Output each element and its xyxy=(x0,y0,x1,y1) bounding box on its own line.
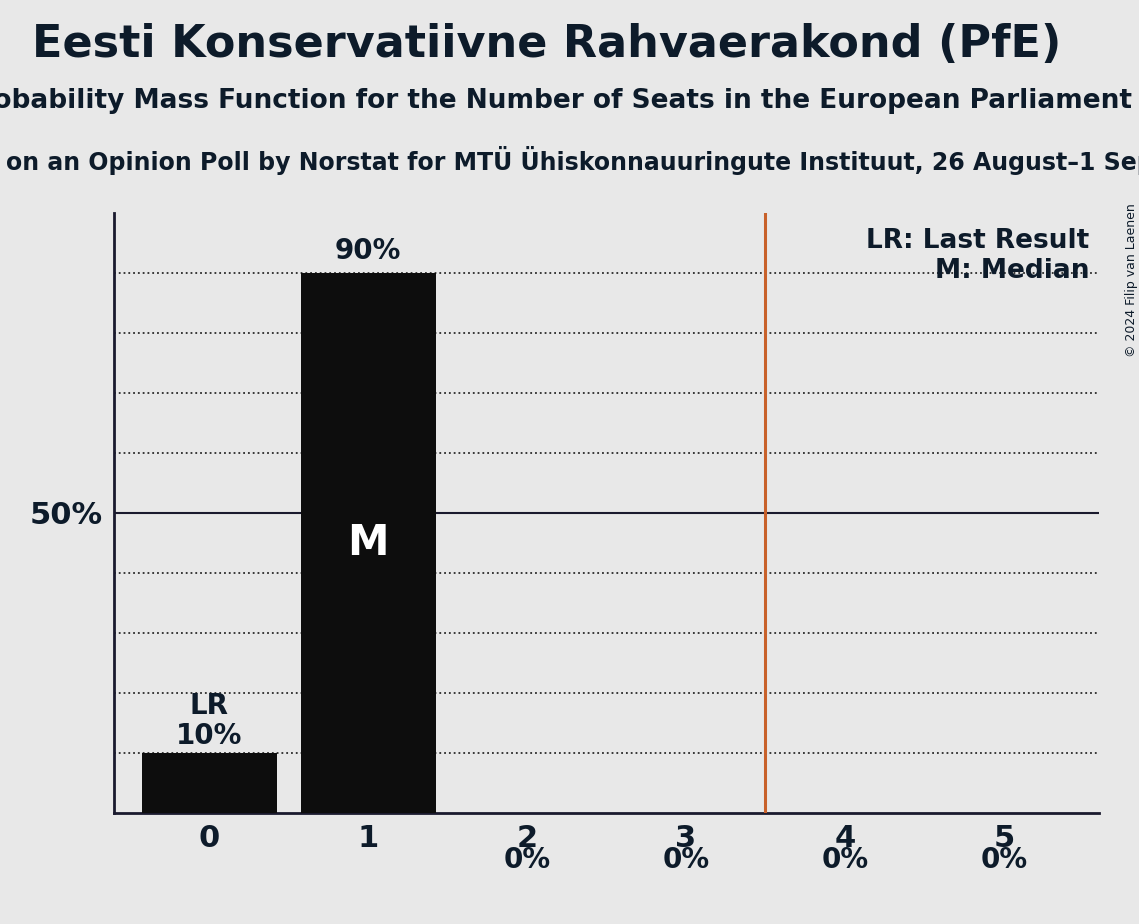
Text: M: M xyxy=(347,522,388,564)
Text: Probability Mass Function for the Number of Seats in the European Parliament: Probability Mass Function for the Number… xyxy=(0,88,1132,114)
Text: LR: LR xyxy=(190,692,229,720)
Text: LR: Last Result: LR: Last Result xyxy=(866,227,1089,253)
Text: Eesti Konservatiivne Rahvaerakond (PfE): Eesti Konservatiivne Rahvaerakond (PfE) xyxy=(32,23,1062,67)
Text: © 2024 Filip van Laenen: © 2024 Filip van Laenen xyxy=(1124,203,1138,357)
Text: 90%: 90% xyxy=(335,237,401,265)
Text: 0%: 0% xyxy=(821,846,868,874)
Text: 10%: 10% xyxy=(177,722,243,750)
Text: 0%: 0% xyxy=(663,846,710,874)
Text: on an Opinion Poll by Norstat for MTÜ Ühiskonnauuringute Instituut, 26 August–1 : on an Opinion Poll by Norstat for MTÜ Üh… xyxy=(6,146,1139,175)
Text: M: Median: M: Median xyxy=(935,258,1089,284)
Text: 0%: 0% xyxy=(503,846,550,874)
Text: 0%: 0% xyxy=(981,846,1027,874)
Bar xyxy=(301,273,436,813)
Bar xyxy=(141,753,277,813)
